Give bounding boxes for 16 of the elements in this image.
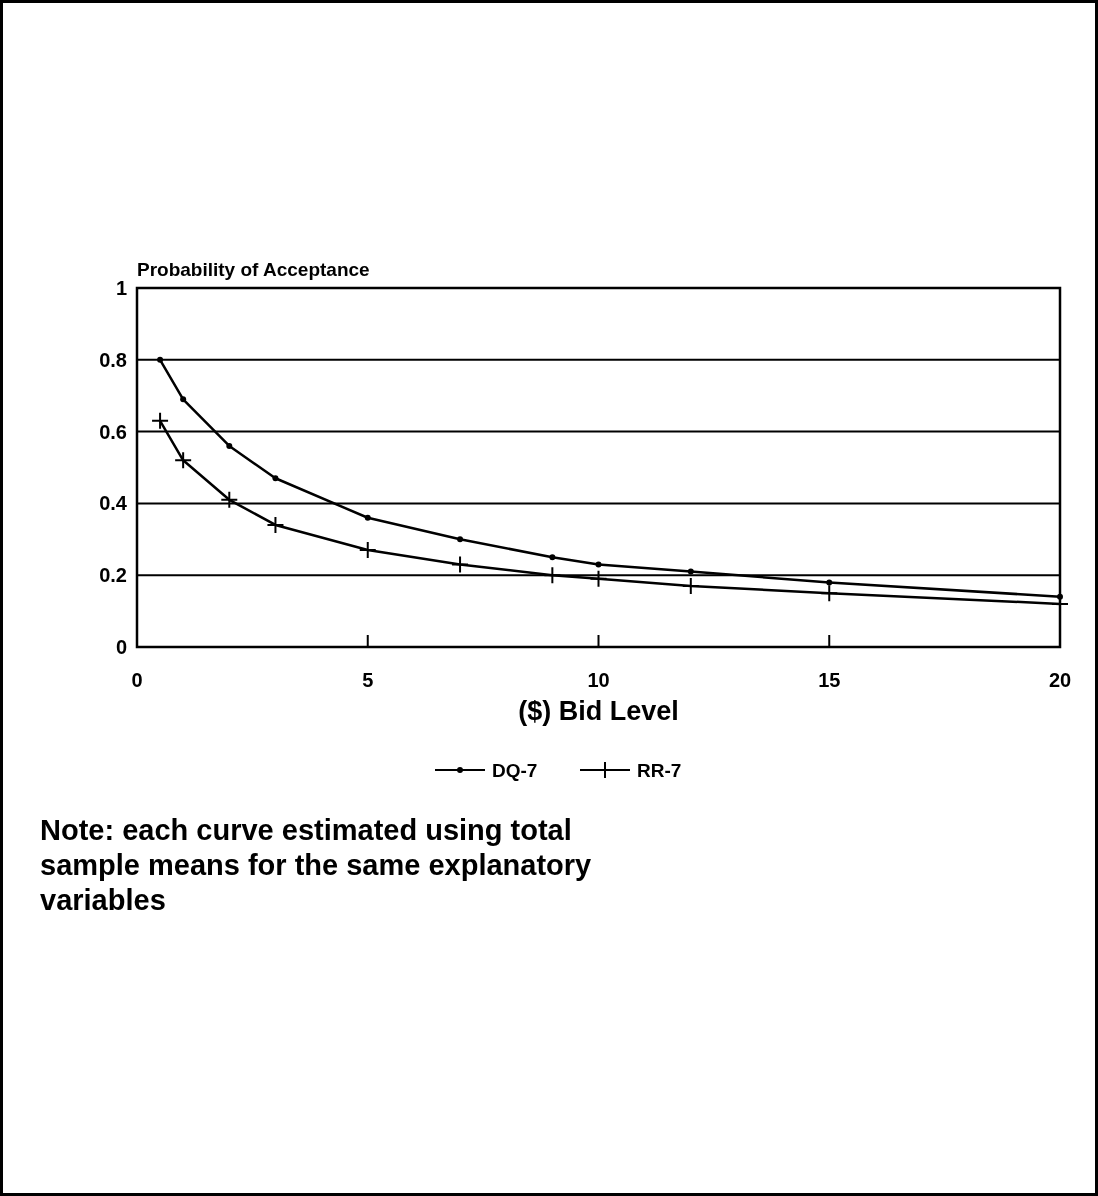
y-tick-label: 0.2 [99,564,127,587]
legend-label: RR-7 [637,760,682,781]
x-tick-label: 15 [818,669,841,691]
x-axis-title: ($) Bid Level [518,696,679,726]
x-tick-label: 0 [131,669,143,691]
text: Note: each curve estimated using total sample means for the same explanatory variables [40,814,592,916]
y-tick-label: 0.4 [99,492,128,515]
x-tick-label: 10 [587,669,610,691]
x-tick-label: 5 [362,669,374,691]
y-axis-title: Probability of Acceptance [137,259,370,280]
x-tick-label: 20 [1048,669,1072,691]
y-tick-label: 0.6 [99,420,127,443]
y-tick-label: 0 [115,636,127,658]
legend-label: DQ-7 [492,760,538,781]
y-tick-label: 1 [115,277,127,299]
y-tick-label: 0.8 [99,348,127,371]
